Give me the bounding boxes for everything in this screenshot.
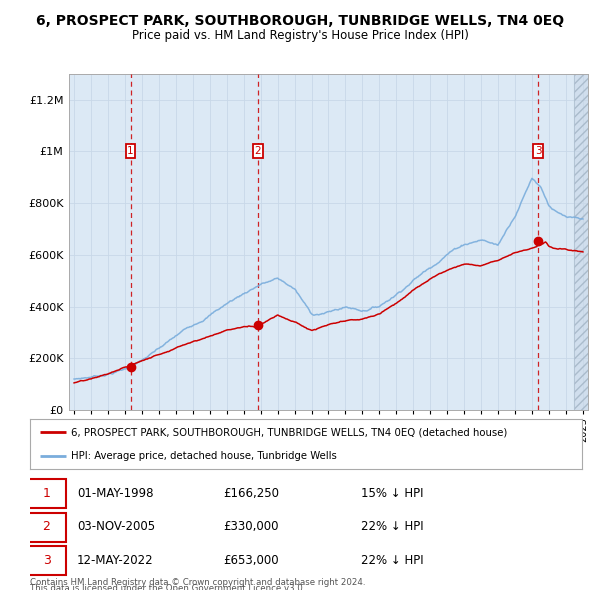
Text: 2: 2 xyxy=(254,146,261,156)
FancyBboxPatch shape xyxy=(26,546,67,575)
Text: 6, PROSPECT PARK, SOUTHBOROUGH, TUNBRIDGE WELLS, TN4 0EQ (detached house): 6, PROSPECT PARK, SOUTHBOROUGH, TUNBRIDG… xyxy=(71,427,508,437)
Bar xyxy=(253,144,263,159)
Text: £653,000: £653,000 xyxy=(223,554,279,567)
Text: £330,000: £330,000 xyxy=(223,520,278,533)
Text: Contains HM Land Registry data © Crown copyright and database right 2024.: Contains HM Land Registry data © Crown c… xyxy=(30,578,365,587)
Text: 12-MAY-2022: 12-MAY-2022 xyxy=(77,554,154,567)
Bar xyxy=(574,74,596,410)
Bar xyxy=(126,144,136,159)
Text: This data is licensed under the Open Government Licence v3.0.: This data is licensed under the Open Gov… xyxy=(30,584,305,590)
Text: 1: 1 xyxy=(127,146,134,156)
Text: 03-NOV-2005: 03-NOV-2005 xyxy=(77,520,155,533)
Text: HPI: Average price, detached house, Tunbridge Wells: HPI: Average price, detached house, Tunb… xyxy=(71,451,337,461)
Text: 22% ↓ HPI: 22% ↓ HPI xyxy=(361,554,424,567)
FancyBboxPatch shape xyxy=(26,479,67,508)
FancyBboxPatch shape xyxy=(26,513,67,542)
Text: 6, PROSPECT PARK, SOUTHBOROUGH, TUNBRIDGE WELLS, TN4 0EQ: 6, PROSPECT PARK, SOUTHBOROUGH, TUNBRIDG… xyxy=(36,14,564,28)
Bar xyxy=(533,144,543,159)
Text: 01-MAY-1998: 01-MAY-1998 xyxy=(77,487,154,500)
Text: Price paid vs. HM Land Registry's House Price Index (HPI): Price paid vs. HM Land Registry's House … xyxy=(131,29,469,42)
Text: 3: 3 xyxy=(535,146,541,156)
Text: 1: 1 xyxy=(43,487,50,500)
Text: 3: 3 xyxy=(43,554,50,567)
Text: 22% ↓ HPI: 22% ↓ HPI xyxy=(361,520,424,533)
Bar xyxy=(574,74,596,410)
Text: 2: 2 xyxy=(43,520,50,533)
Text: £166,250: £166,250 xyxy=(223,487,279,500)
Text: 15% ↓ HPI: 15% ↓ HPI xyxy=(361,487,424,500)
